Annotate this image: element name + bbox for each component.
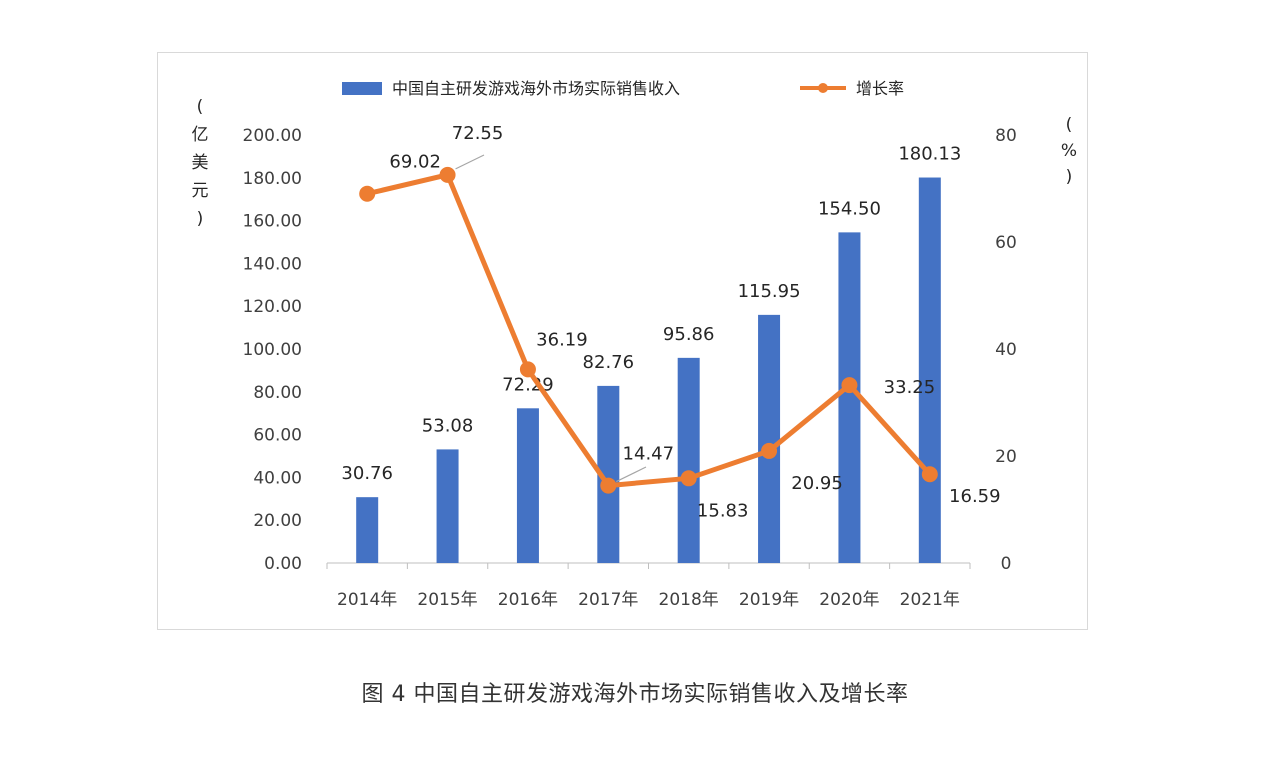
bar-2015年 xyxy=(436,449,459,563)
growth-rate-value-label: 16.59 xyxy=(949,486,1001,507)
left-axis-tick-label: 80.00 xyxy=(253,383,302,403)
x-axis-category-label: 2019年 xyxy=(739,590,799,610)
growth-rate-value-label: 33.25 xyxy=(884,377,936,398)
growth-rate-point-2020年 xyxy=(841,377,858,394)
right-axis-unit-char: ( xyxy=(1066,115,1073,135)
right-axis-tick-label: 60 xyxy=(995,233,1017,253)
legend-bar-label: 中国自主研发游戏海外市场实际销售收入 xyxy=(392,79,680,98)
bar-2018年 xyxy=(677,357,700,563)
left-axis-tick-label: 20.00 xyxy=(253,511,302,531)
x-axis-category-label: 2015年 xyxy=(417,590,477,610)
x-axis-category-label: 2021年 xyxy=(900,590,960,610)
bar-value-label: 53.08 xyxy=(422,415,474,436)
growth-rate-value-label: 20.95 xyxy=(791,473,843,494)
left-axis-tick-label: 40.00 xyxy=(253,468,302,488)
growth-rate-value-label: 14.47 xyxy=(623,444,675,465)
bar-2014年 xyxy=(356,497,379,563)
bar-2019年 xyxy=(758,314,781,563)
bar-value-label: 95.86 xyxy=(663,324,715,345)
left-axis-tick-label: 160.00 xyxy=(243,212,302,232)
right-axis-tick-label: 0 xyxy=(1001,554,1012,574)
x-axis-category-label: 2018年 xyxy=(659,590,719,610)
right-axis-unit-char: ) xyxy=(1066,167,1073,187)
bar-2016年 xyxy=(516,408,539,563)
left-axis-unit-char: 美 xyxy=(192,153,209,173)
growth-rate-point-2014年 xyxy=(359,185,376,202)
growth-rate-line xyxy=(364,172,933,489)
legend-bar-swatch xyxy=(342,82,382,95)
growth-rate-point-2019年 xyxy=(761,442,778,459)
figure-caption: 图 4 中国自主研发游戏海外市场实际销售收入及增长率 xyxy=(361,682,909,707)
growth-rate-point-2021年 xyxy=(921,466,938,483)
growth-rate-point-2016年 xyxy=(519,361,536,378)
growth-rate-point-2015年 xyxy=(439,166,456,183)
growth-rate-value-label: 36.19 xyxy=(536,329,588,350)
left-axis-unit-char: 亿 xyxy=(192,125,209,145)
left-axis-unit-char: 元 xyxy=(192,181,209,201)
left-axis-tick-label: 100.00 xyxy=(243,340,302,360)
x-axis-category-label: 2020年 xyxy=(819,590,879,610)
legend-line-marker xyxy=(818,83,828,93)
x-axis-category-label: 2016年 xyxy=(498,590,558,610)
bar-2017年 xyxy=(597,385,620,563)
legend-line-label: 增长率 xyxy=(856,79,904,98)
bar-value-label: 30.76 xyxy=(341,463,393,484)
left-axis-tick-label: 0.00 xyxy=(264,554,302,574)
leader-line xyxy=(616,466,647,483)
right-axis-tick-label: 80 xyxy=(995,126,1017,146)
x-axis-category-label: 2014年 xyxy=(337,590,397,610)
left-axis-tick-label: 180.00 xyxy=(243,169,302,189)
left-axis-tick-label: 200.00 xyxy=(243,126,302,146)
right-axis-tick-label: 20 xyxy=(995,447,1017,467)
growth-rate-value-label: 15.83 xyxy=(697,500,749,521)
leader-line xyxy=(455,154,485,170)
x-axis-category-label: 2017年 xyxy=(578,590,638,610)
left-axis-tick-label: 120.00 xyxy=(243,297,302,317)
bar-value-label: 154.50 xyxy=(818,198,881,219)
growth-rate-point-2017年 xyxy=(600,477,617,494)
bar-value-label: 82.76 xyxy=(583,352,635,373)
bar-2020年 xyxy=(838,232,861,563)
growth-rate-point-2018年 xyxy=(680,470,697,487)
right-axis-tick-label: 40 xyxy=(995,340,1017,360)
growth-rate-value-label: 69.02 xyxy=(389,152,441,173)
left-axis-tick-label: 60.00 xyxy=(253,426,302,446)
bar-2021年 xyxy=(918,177,941,564)
bar-value-label: 115.95 xyxy=(738,281,801,302)
left-axis-unit-char: ( xyxy=(197,97,204,117)
growth-rate-value-label: 72.55 xyxy=(452,123,504,144)
right-axis-unit-char: % xyxy=(1061,141,1077,161)
bar-value-label: 180.13 xyxy=(898,144,961,165)
left-axis-unit-char: ) xyxy=(197,209,204,229)
left-axis-tick-label: 140.00 xyxy=(243,254,302,274)
